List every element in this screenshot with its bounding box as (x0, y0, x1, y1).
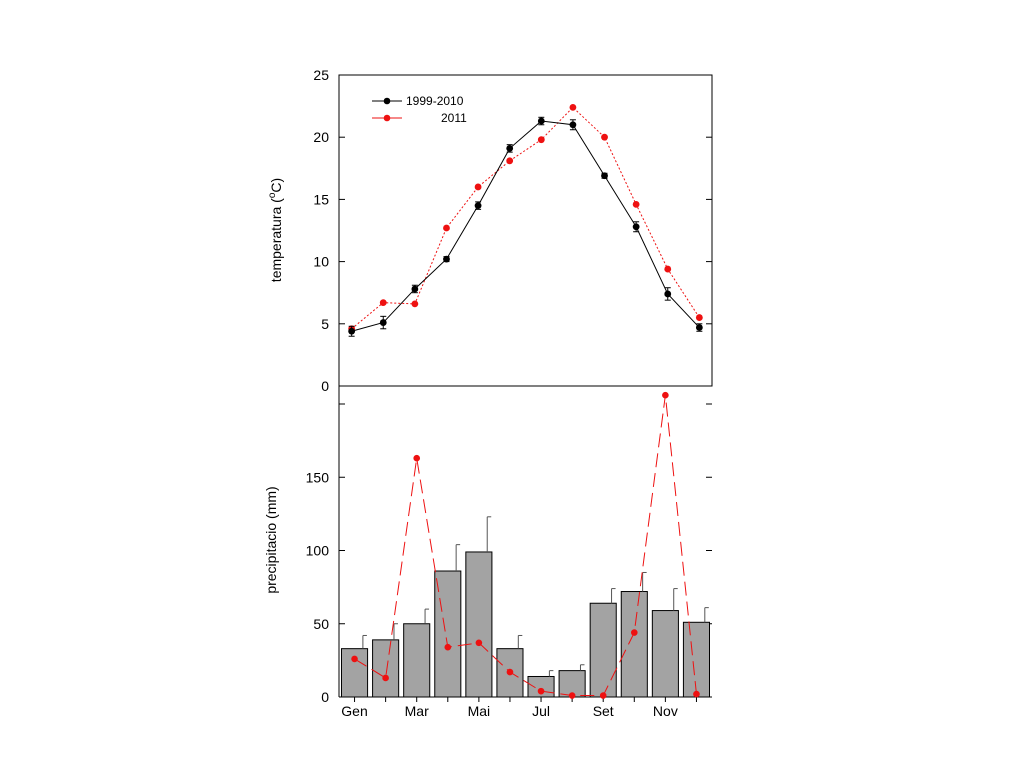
temperature-y-axis-title-unit: C) (268, 178, 284, 193)
precipitation-2011-series (351, 391, 700, 699)
temperature-y-tick-label: 25 (313, 67, 329, 83)
temperature-point-series-1999-2010 (569, 121, 577, 129)
temperature-y-tick-label: 5 (321, 316, 329, 332)
precipitation-2011-point (506, 668, 514, 676)
precipitation-2011-point (568, 692, 576, 699)
temperature-y-tick-label: 20 (313, 129, 329, 145)
temperature-point-series-1999-2010 (379, 319, 387, 326)
precipitation-bar (620, 591, 648, 698)
temperature-point-series-1999-2010 (443, 255, 450, 263)
legend-label-1999-2010: 1999-2010 (406, 94, 464, 108)
precipitation-2011-point (537, 687, 545, 695)
temperature-line-series-1999-2010 (351, 120, 700, 332)
precipitation-2011-point (351, 655, 358, 663)
precipitation-bars (341, 516, 711, 698)
temperature-point-series-1999-2010 (348, 327, 356, 335)
precipitation-2011-line (354, 395, 697, 697)
precipitation-bar (682, 621, 711, 698)
precipitation-bar (465, 551, 493, 698)
legend-label-2011: 2011 (441, 111, 467, 125)
precipitation-2011-point (475, 639, 483, 647)
temperature-point-series-2011 (695, 314, 703, 321)
temperature-point-series-2011 (569, 103, 577, 111)
precipitation-2011-point (382, 674, 389, 682)
temperature-point-series-1999-2010 (411, 285, 419, 293)
temperature-y-axis-title: temperatura (oC) (267, 178, 284, 282)
precipitation-x-tick-label: Jul (532, 703, 550, 719)
temperature-point-series-2011 (537, 136, 545, 144)
temperature-y-tick-label: 15 (313, 191, 329, 207)
temperature-point-series-2011 (474, 183, 482, 191)
precipitation-2011-point (444, 643, 452, 651)
precipitation-bar (558, 670, 586, 698)
precipitation-2011-point (630, 629, 638, 636)
precipitation-y-tick-label: 100 (306, 543, 330, 559)
temperature-series (348, 103, 703, 337)
temperature-y-axis: 0 5 10 15 20 25 (313, 67, 712, 394)
temperature-panel: 0 5 10 15 20 25 temperatura (oC) 1999-2010 20… (267, 67, 713, 394)
temperature-point-series-2011 (411, 300, 419, 308)
temperature-point-series-1999-2010 (695, 324, 703, 331)
temperature-point-series-2011 (443, 224, 450, 232)
precipitation-bar (403, 623, 431, 698)
precipitation-bar (589, 602, 617, 698)
legend-marker-2011 (383, 114, 391, 122)
precipitation-x-tick-label: Mai (468, 703, 491, 719)
precipitation-x-tick-label: Set (593, 703, 614, 719)
temperature-y-tick-label: 10 (313, 254, 329, 270)
precipitation-panel: 0 50 100 150 Gen Mar Mai Jul Set Nov precipitaci… (263, 386, 712, 719)
temperature-y-axis-title-superscript: o (267, 192, 278, 198)
legend-marker-1999-2010 (383, 97, 391, 105)
precipitation-x-axis: Gen Mar Mai Jul Set Nov (341, 697, 697, 719)
precipitation-x-tick-label: Mar (405, 703, 429, 719)
precipitation-bar (651, 610, 679, 698)
temperature-point-series-2011 (379, 299, 387, 307)
temperature-y-tick-label: 0 (321, 378, 329, 394)
precipitation-2011-point (599, 692, 607, 699)
precipitation-y-tick-label: 150 (306, 469, 330, 485)
temperature-point-series-1999-2010 (537, 117, 545, 125)
temperature-point-series-2011 (506, 157, 514, 165)
precipitation-bar (434, 570, 462, 698)
precipitation-x-tick-label: Nov (653, 703, 678, 719)
temperature-point-series-2011 (664, 265, 672, 273)
precipitation-2011-point (693, 690, 700, 698)
temperature-point-series-2011 (601, 133, 608, 141)
temperature-point-series-1999-2010 (474, 202, 482, 210)
temperature-point-series-1999-2010 (664, 290, 672, 298)
temperature-point-series-1999-2010 (601, 172, 608, 180)
precipitation-2011-point (662, 391, 669, 399)
precipitation-2011-point (413, 454, 421, 462)
precipitation-y-tick-label: 0 (321, 689, 329, 705)
temperature-line-series-2011 (351, 106, 700, 330)
temperature-y-axis-title-main: temperatura ( (268, 198, 284, 282)
temperature-point-series-1999-2010 (632, 223, 640, 231)
temperature-point-series-2011 (632, 200, 640, 208)
temperature-plot-frame (338, 74, 713, 387)
temperature-legend: 1999-2010 2011 (372, 94, 467, 125)
precipitation-bar (372, 639, 400, 698)
precipitation-y-axis: 0 50 100 150 (306, 403, 712, 705)
precipitation-x-tick-label: Gen (341, 703, 367, 719)
precipitation-y-tick-label: 50 (313, 616, 329, 632)
precipitation-y-axis-title: precipitacio (mm) (263, 486, 279, 593)
temperature-point-series-1999-2010 (506, 144, 514, 152)
